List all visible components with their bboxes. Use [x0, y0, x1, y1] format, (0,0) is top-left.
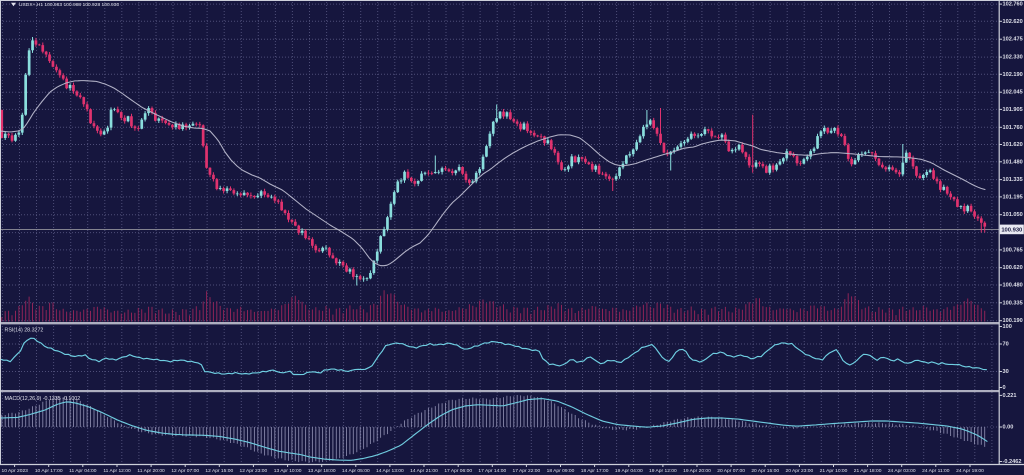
svg-text:14 Apr 21:00: 14 Apr 21:00 — [410, 468, 438, 474]
svg-text:100.190: 100.190 — [1003, 318, 1023, 324]
svg-text:17 Apr 14:00: 17 Apr 14:00 — [478, 468, 506, 474]
svg-text:20 Apr 07:00: 20 Apr 07:00 — [717, 468, 745, 474]
svg-text:100.480: 100.480 — [1003, 282, 1023, 288]
svg-text:18 Apr 17:00: 18 Apr 17:00 — [581, 468, 609, 474]
svg-text:12 Apr 23:00: 12 Apr 23:00 — [240, 468, 268, 474]
svg-text:24 Apr 19:00: 24 Apr 19:00 — [956, 468, 984, 474]
svg-text:100.765: 100.765 — [1003, 247, 1023, 253]
svg-text:12 Apr 15:00: 12 Apr 15:00 — [205, 468, 233, 474]
svg-text:11 Apr 12:00: 11 Apr 12:00 — [103, 468, 131, 474]
svg-text:USDX+,H1 100.983 100.988 100.9: USDX+,H1 100.983 100.988 100.928 100.930 — [19, 2, 119, 8]
svg-text:13 Apr 10:00: 13 Apr 10:00 — [274, 468, 302, 474]
svg-text:-0.2462: -0.2462 — [1003, 459, 1022, 465]
svg-text:101.620: 101.620 — [1003, 142, 1023, 148]
svg-text:MACD(12,26,9) -0.1335 -0.1002: MACD(12,26,9) -0.1335 -0.1002 — [5, 396, 81, 402]
svg-text:101.760: 101.760 — [1003, 125, 1023, 131]
svg-text:102.475: 102.475 — [1003, 37, 1023, 43]
svg-text:19 Apr 20:00: 19 Apr 20:00 — [683, 468, 711, 474]
svg-text:21 Apr 10:00: 21 Apr 10:00 — [820, 468, 848, 474]
svg-text:102.190: 102.190 — [1003, 72, 1023, 78]
svg-text:14 Apr 13:00: 14 Apr 13:00 — [376, 468, 404, 474]
svg-text:0: 0 — [1003, 385, 1006, 391]
svg-text:11 Apr 04:00: 11 Apr 04:00 — [69, 468, 97, 474]
svg-text:RSI(14) 28.3272: RSI(14) 28.3272 — [5, 327, 44, 333]
svg-text:102.330: 102.330 — [1003, 55, 1023, 61]
svg-text:11 Apr 20:00: 11 Apr 20:00 — [137, 468, 165, 474]
svg-text:0.00: 0.00 — [1003, 424, 1014, 430]
svg-text:14 Apr 05:00: 14 Apr 05:00 — [342, 468, 370, 474]
svg-text:20 Apr 15:00: 20 Apr 15:00 — [751, 468, 779, 474]
svg-text:21 Apr 18:00: 21 Apr 18:00 — [854, 468, 882, 474]
svg-text:101.335: 101.335 — [1003, 177, 1023, 183]
svg-text:18 Apr 09:00: 18 Apr 09:00 — [547, 468, 575, 474]
svg-text:17 Apr 06:00: 17 Apr 06:00 — [444, 468, 472, 474]
svg-text:101.905: 101.905 — [1003, 107, 1023, 113]
svg-text:10 Apr 2023: 10 Apr 2023 — [2, 468, 29, 474]
svg-text:12 Apr 07:00: 12 Apr 07:00 — [171, 468, 199, 474]
svg-text:100.335: 100.335 — [1003, 300, 1023, 306]
svg-text:17 Apr 22:00: 17 Apr 22:00 — [513, 468, 541, 474]
svg-text:20 Apr 23:00: 20 Apr 23:00 — [786, 468, 814, 474]
svg-text:10 Apr 17:00: 10 Apr 17:00 — [35, 468, 63, 474]
svg-text:19 Apr 12:00: 19 Apr 12:00 — [649, 468, 677, 474]
svg-text:102.620: 102.620 — [1003, 19, 1023, 25]
svg-text:102.760: 102.760 — [1003, 2, 1023, 8]
svg-text:100.620: 100.620 — [1003, 265, 1023, 271]
svg-text:13 Apr 18:00: 13 Apr 18:00 — [308, 468, 336, 474]
svg-text:101.195: 101.195 — [1003, 194, 1023, 200]
svg-text:101.480: 101.480 — [1003, 159, 1023, 165]
svg-text:24 Apr 11:00: 24 Apr 11:00 — [922, 468, 950, 474]
svg-text:19 Apr 04:00: 19 Apr 04:00 — [615, 468, 643, 474]
svg-text:100: 100 — [1003, 324, 1012, 330]
svg-text:70: 70 — [1003, 341, 1009, 347]
svg-text:100.930: 100.930 — [1001, 227, 1022, 233]
svg-text:0.221: 0.221 — [1003, 393, 1017, 399]
svg-text:101.050: 101.050 — [1003, 212, 1023, 218]
svg-text:30: 30 — [1003, 369, 1009, 375]
svg-text:102.045: 102.045 — [1003, 90, 1023, 96]
svg-text:24 Apr 03:00: 24 Apr 03:00 — [888, 468, 916, 474]
